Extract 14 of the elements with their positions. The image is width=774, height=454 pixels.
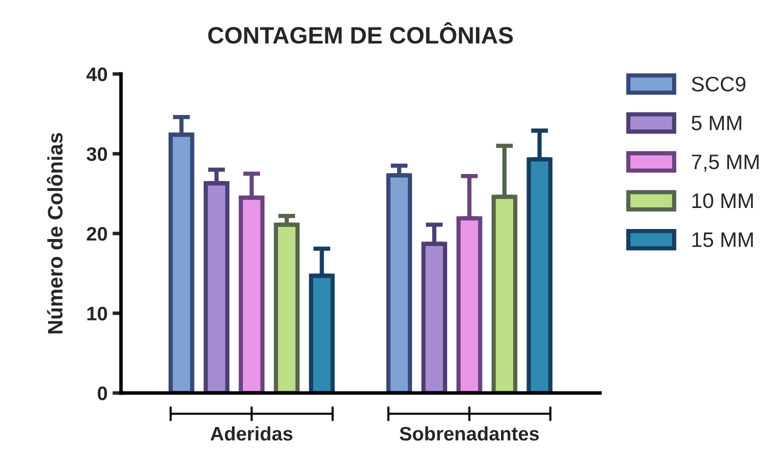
y-tick-label: 30	[86, 147, 108, 162]
legend-label: 7,5 MM	[692, 154, 759, 172]
y-axis-title: Número de Colônias	[46, 133, 63, 334]
y-tick-label: 20	[86, 226, 108, 241]
legend-label: 15 MM	[692, 232, 753, 248]
x-tick-label: Aderidas	[210, 426, 292, 441]
legend-label: 10 MM	[692, 193, 753, 208]
legend-label: SCC9	[692, 76, 746, 92]
legend-label: 5 MM	[692, 116, 742, 130]
chart-title: CONTAGEM DE COLÔNIAS	[208, 22, 513, 44]
y-tick-label: 0	[98, 386, 108, 400]
x-tick-label: Sobrenadantes	[400, 426, 539, 441]
y-tick-label: 10	[87, 306, 108, 320]
y-tick-label: 40	[86, 67, 108, 82]
